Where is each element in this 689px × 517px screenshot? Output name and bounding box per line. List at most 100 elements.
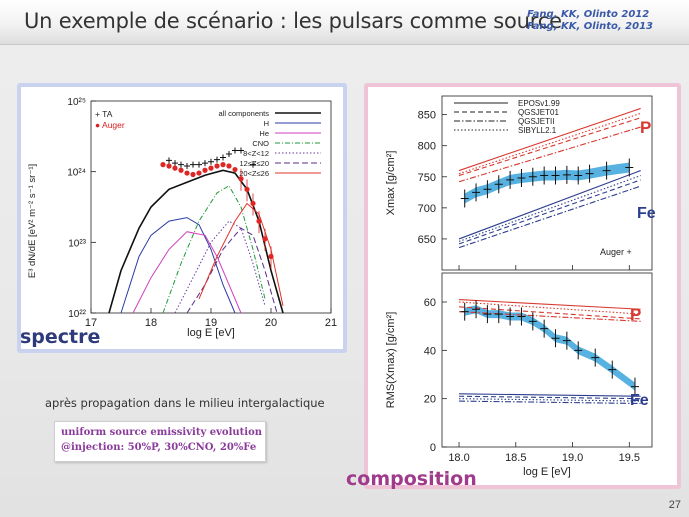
auger-data-point — [506, 170, 515, 189]
auger-point — [214, 163, 220, 169]
ta-point — [226, 151, 232, 157]
y-tick-label: 650 — [418, 234, 436, 246]
auger-point — [232, 166, 238, 173]
rms-model-band — [464, 305, 635, 391]
auger-data-point — [460, 189, 469, 208]
slide-header: Un exemple de scénario : les pulsars com… — [0, 0, 689, 45]
spectrum-frame: E³ dN/dE [eV² m⁻² s⁻¹ sr⁻¹] log E [eV] 1… — [17, 83, 347, 353]
xmax-legend-label: EPOSv1.99 — [518, 99, 560, 108]
auger-data-point — [517, 307, 526, 326]
auger-point — [220, 162, 226, 168]
spectrum-curve — [120, 217, 236, 314]
scenario-note: uniform source emissivity evolution @inj… — [54, 421, 266, 462]
auger-data-point — [551, 166, 560, 185]
xmax-model-lines — [458, 107, 641, 249]
y-tick-label: 0 — [430, 442, 436, 454]
auger-data-point — [517, 169, 526, 188]
model-band — [464, 162, 630, 204]
spectrum-y-tick-label: 10²³ — [68, 238, 86, 249]
auger-data-point — [460, 302, 469, 321]
xmax-axes-box — [441, 95, 653, 271]
auger-data-point — [591, 348, 600, 367]
page-number: 27 — [668, 499, 681, 511]
spectrum-curve — [132, 231, 242, 314]
auger-point — [262, 236, 268, 242]
auger-point — [190, 171, 196, 178]
proton-model-line — [458, 301, 641, 315]
auger-point — [202, 167, 208, 173]
iron-model-line — [458, 175, 641, 242]
proton-model-line — [458, 306, 641, 320]
proton-model-line — [458, 311, 641, 322]
auger-point — [244, 186, 250, 192]
spectrum-label: spectre — [20, 326, 101, 348]
iron-model-line — [458, 179, 641, 245]
spectrum-x-tick-label: 20 — [265, 317, 277, 329]
auger-point — [208, 165, 214, 171]
x-tick-label: 19.5 — [619, 452, 640, 464]
spectrum-x-tick-label: 19 — [205, 317, 217, 329]
auger-data-point — [630, 377, 639, 396]
proton-model-line — [458, 299, 641, 310]
auger-point — [178, 167, 184, 173]
spectrum-legend-label: H — [264, 119, 269, 128]
spectrum-y-ticks: 10²² 10²³ 10²⁴ 10²⁵ — [67, 97, 96, 320]
auger-data-point — [602, 161, 611, 180]
auger-point — [184, 170, 190, 176]
composition-label: composition — [346, 468, 477, 490]
spectrum-x-tick-label: 21 — [325, 317, 337, 329]
auger-data-point — [472, 183, 481, 202]
auger-data-point — [551, 329, 560, 348]
spectrum-chart: E³ dN/dE [eV² m⁻² s⁻¹ sr⁻¹] log E [eV] 1… — [27, 97, 337, 339]
proton-model-line — [458, 112, 641, 175]
x-tick-label: 19.0 — [562, 452, 583, 464]
rms-data-points — [460, 300, 639, 396]
ta-point — [178, 161, 184, 168]
auger-data-point — [506, 307, 515, 326]
xmax-proton-label: P — [640, 118, 651, 137]
slide-title: Un exemple de scénario : les pulsars com… — [24, 9, 562, 33]
spectrum-legend-label: 12≤Z≤20 — [240, 159, 270, 168]
iron-model-line — [459, 395, 641, 400]
legend-ta: + TA — [95, 109, 113, 119]
proton-model-line — [458, 107, 641, 172]
rms-proton-label: P — [630, 305, 641, 324]
auger-data-point — [625, 158, 634, 177]
auger-data-point — [585, 164, 594, 183]
auger-point — [238, 176, 244, 182]
xmax-ylabel: Xmax [g/cm²] — [385, 151, 397, 216]
spectrum-curve — [186, 227, 278, 314]
rms-axes-box — [441, 272, 653, 448]
spectrum-legend-label: all components — [219, 109, 270, 118]
xmax-iron-label: Fe — [637, 205, 656, 222]
spectrum-curve — [108, 169, 284, 314]
auger-data-point — [494, 305, 503, 324]
y-tick-label: 800 — [418, 141, 436, 153]
spectrum-x-tick-label: 18 — [145, 317, 157, 329]
rms-iron-label: Fe — [630, 392, 649, 409]
ta-point — [214, 156, 220, 163]
iron-model-line — [459, 398, 641, 402]
auger-data-point — [562, 331, 571, 350]
spectrum-y-tick-label: 10²⁵ — [67, 97, 86, 108]
auger-data-point — [608, 360, 617, 379]
spectrum-legend-label: 20<Z≤26 — [239, 169, 269, 178]
note-line-2: @injection: 50%P, 30%CNO, 20%Fe — [61, 442, 257, 453]
auger-data-point — [494, 175, 503, 194]
y-tick-label: 850 — [418, 110, 436, 122]
auger-data-point — [472, 300, 481, 319]
spectrum-data-points — [160, 147, 274, 269]
reference-1: Fang, KK, Olinto 2012 — [527, 9, 650, 20]
spectrum-legend-label: 8<Z<12 — [243, 149, 269, 158]
spectrum-x-tick-label: 17 — [85, 317, 97, 329]
spectrum-x-ticks: 17 18 19 20 21 — [85, 308, 337, 329]
ta-point — [190, 161, 196, 168]
iron-model-line — [458, 185, 641, 249]
ta-point — [172, 160, 178, 167]
spectrum-ylabel: E³ dN/dE [eV² m⁻² s⁻¹ sr⁻¹] — [27, 164, 38, 278]
auger-data-point — [540, 166, 549, 185]
auger-point — [166, 163, 172, 169]
auger-data-point — [574, 341, 583, 360]
